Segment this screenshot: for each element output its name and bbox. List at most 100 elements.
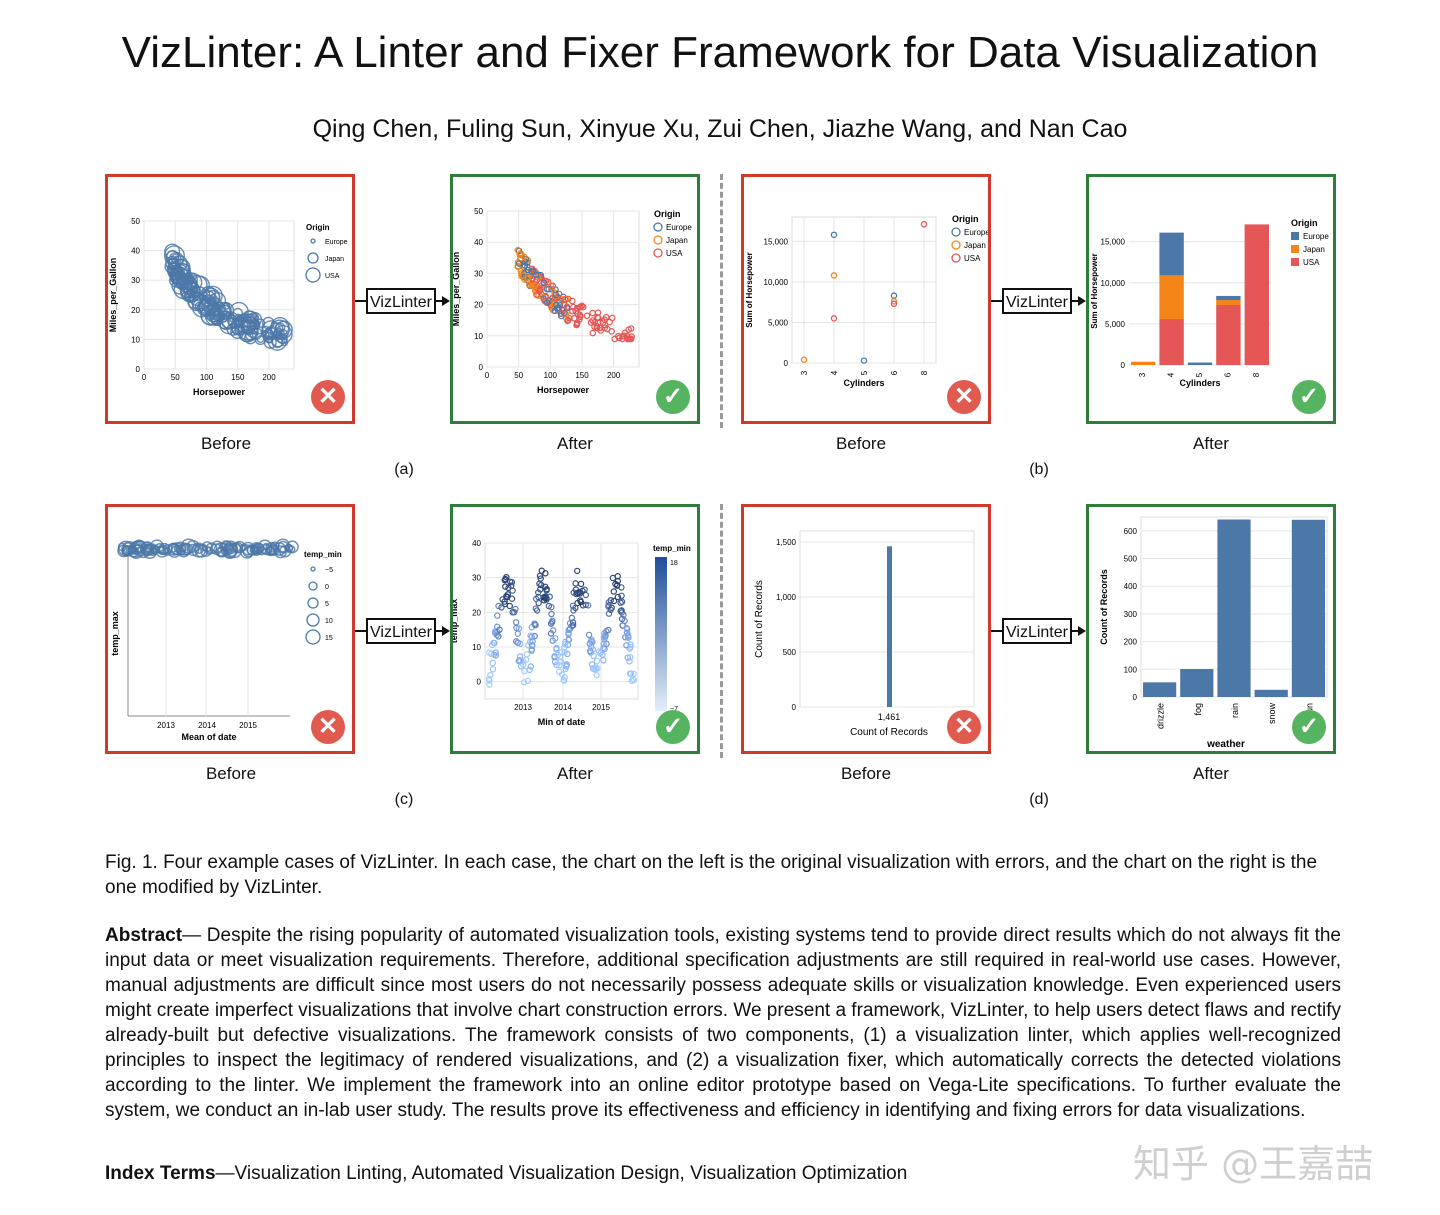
data-point xyxy=(526,666,533,674)
legend-symbol xyxy=(308,581,318,591)
data-point xyxy=(533,607,541,614)
x-tick-label: 100 xyxy=(544,371,558,380)
y-axis-title: Sum of Horsepower xyxy=(1090,253,1099,329)
legend-entry: −5 xyxy=(325,567,333,574)
after-label: After xyxy=(557,764,593,783)
data-point xyxy=(167,255,177,265)
bar-segment xyxy=(1216,304,1241,365)
arrow-line xyxy=(991,300,1003,302)
legend-symbol xyxy=(305,267,321,283)
data-point xyxy=(540,281,547,288)
data-point xyxy=(521,276,528,283)
before-label: Before xyxy=(200,434,252,453)
data-point xyxy=(211,540,224,553)
data-point xyxy=(535,589,542,596)
x-tick-label: 150 xyxy=(575,371,589,380)
data-point xyxy=(164,243,181,260)
bar-segment xyxy=(1216,300,1241,305)
data-point xyxy=(507,578,514,585)
plot-frame xyxy=(484,542,639,700)
data-point xyxy=(250,313,260,323)
y-axis-title: temp_max xyxy=(453,599,459,644)
data-point xyxy=(515,260,523,267)
data-point xyxy=(627,641,634,648)
data-point xyxy=(592,665,600,673)
chart-c-after: 0 10 20 30 40 2013 2014 2015 Min of date temp_max… xyxy=(453,539,691,727)
legend-entry: 0 xyxy=(325,584,329,591)
data-point xyxy=(627,654,634,661)
data-point xyxy=(589,639,596,646)
data-point xyxy=(627,325,635,332)
data-point xyxy=(511,609,518,616)
data-point xyxy=(208,293,218,303)
data-point xyxy=(551,307,559,315)
data-point xyxy=(600,657,607,664)
y-tick-label: 100 xyxy=(1124,665,1138,674)
x-tick-label: 2013 xyxy=(514,703,532,712)
data-point xyxy=(589,646,597,653)
data-point xyxy=(542,570,549,577)
legend-entry: Japan xyxy=(325,256,344,263)
data-point xyxy=(553,644,560,652)
data-point xyxy=(241,541,255,556)
data-point xyxy=(542,293,549,301)
x-tick-label: 8 xyxy=(920,370,929,375)
chart-panel-c-after: 0 10 20 30 40 2013 2014 2015 Min of date temp_max… xyxy=(450,504,700,754)
data-point xyxy=(186,274,208,296)
data-point xyxy=(527,663,535,670)
legend-swatch xyxy=(951,227,961,237)
data-point xyxy=(509,587,516,594)
data-point xyxy=(237,317,246,326)
data-point xyxy=(274,322,286,333)
data-point xyxy=(578,302,586,310)
data-point xyxy=(129,540,144,555)
data-point xyxy=(192,543,201,552)
arrow-line xyxy=(436,630,442,632)
legend-entry: Europe xyxy=(325,239,348,246)
data-point xyxy=(569,622,577,629)
arrow-line xyxy=(355,300,367,302)
y-axis-title: Count of Records xyxy=(754,580,765,658)
y-tick-label: 5,000 xyxy=(768,318,789,327)
data-point xyxy=(624,654,631,661)
figure-caption: Fig. 1. Four example cases of VizLinter.… xyxy=(105,852,1318,898)
arrow-head-icon xyxy=(442,626,450,636)
data-point xyxy=(561,301,568,309)
data-point xyxy=(275,538,291,554)
x-tick-label: drizzle xyxy=(1156,703,1166,729)
chart-panel-b-before: 0 5,000 10,000 15,000 3 4 5 6 8 Cylinders Sum of H… xyxy=(741,174,991,424)
check-icon: ✓ xyxy=(1292,710,1326,744)
data-point xyxy=(486,649,493,656)
data-point xyxy=(529,642,536,649)
y-tick-label: 5,000 xyxy=(1105,320,1126,329)
data-point xyxy=(626,645,633,652)
bar-segment xyxy=(1159,318,1184,365)
legend-entry: 10 xyxy=(325,618,333,625)
data-point xyxy=(527,632,534,639)
data-point xyxy=(514,630,522,637)
y-tick-label: 0 xyxy=(1121,361,1126,370)
data-point xyxy=(261,320,281,340)
data-point xyxy=(494,612,501,619)
data-point xyxy=(278,545,292,558)
data-point xyxy=(607,596,614,604)
y-tick-label: 50 xyxy=(131,217,140,226)
data-point xyxy=(614,593,622,601)
y-axis-title: Count of Records xyxy=(1099,569,1109,645)
chart-d-after: 0100200300400500600drizzlefograinsnowsun… xyxy=(1099,516,1328,750)
legend-swatch xyxy=(653,235,663,245)
data-point xyxy=(185,288,195,299)
chart-a-after: 0 10 20 30 40 50 0 50 100 150 200 Horsepower Miles_p… xyxy=(453,207,692,395)
data-point xyxy=(524,275,532,282)
chart-a-before: 0 10 20 30 40 50 0 50 100 150 200 Horsepower Miles_p… xyxy=(108,217,348,397)
data-point xyxy=(597,324,604,332)
y-tick-label: 0 xyxy=(479,363,484,372)
x-axis-title: Horsepower xyxy=(537,385,590,395)
legend-entry: USA xyxy=(964,254,981,263)
x-tick-label: 6 xyxy=(890,370,899,375)
data-point xyxy=(601,321,609,329)
data-point xyxy=(618,598,626,605)
data-point xyxy=(489,659,496,667)
color-ramp xyxy=(655,557,667,711)
